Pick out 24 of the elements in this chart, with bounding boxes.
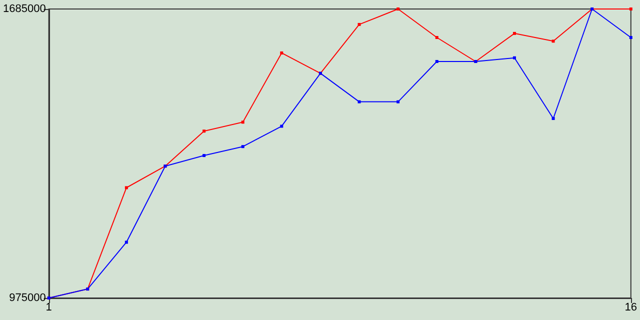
point	[629, 36, 632, 39]
point	[280, 124, 284, 128]
point	[124, 240, 128, 244]
point	[629, 8, 632, 10]
point	[124, 186, 128, 190]
point	[552, 116, 555, 120]
x-tick-label: 16	[624, 302, 638, 314]
point	[435, 60, 438, 64]
point	[241, 145, 244, 148]
y-tick-label: 1685000	[2, 3, 46, 15]
point	[552, 40, 555, 43]
point	[512, 32, 516, 35]
point	[241, 120, 244, 124]
point	[396, 8, 400, 10]
x-tick-label: 1	[46, 302, 52, 314]
point	[358, 100, 361, 104]
point	[435, 36, 438, 39]
point	[396, 100, 400, 104]
point	[512, 56, 516, 60]
point	[202, 154, 206, 158]
point	[202, 130, 206, 133]
point	[280, 51, 284, 54]
point	[358, 22, 361, 26]
y-tick-label: 975000	[9, 292, 46, 304]
